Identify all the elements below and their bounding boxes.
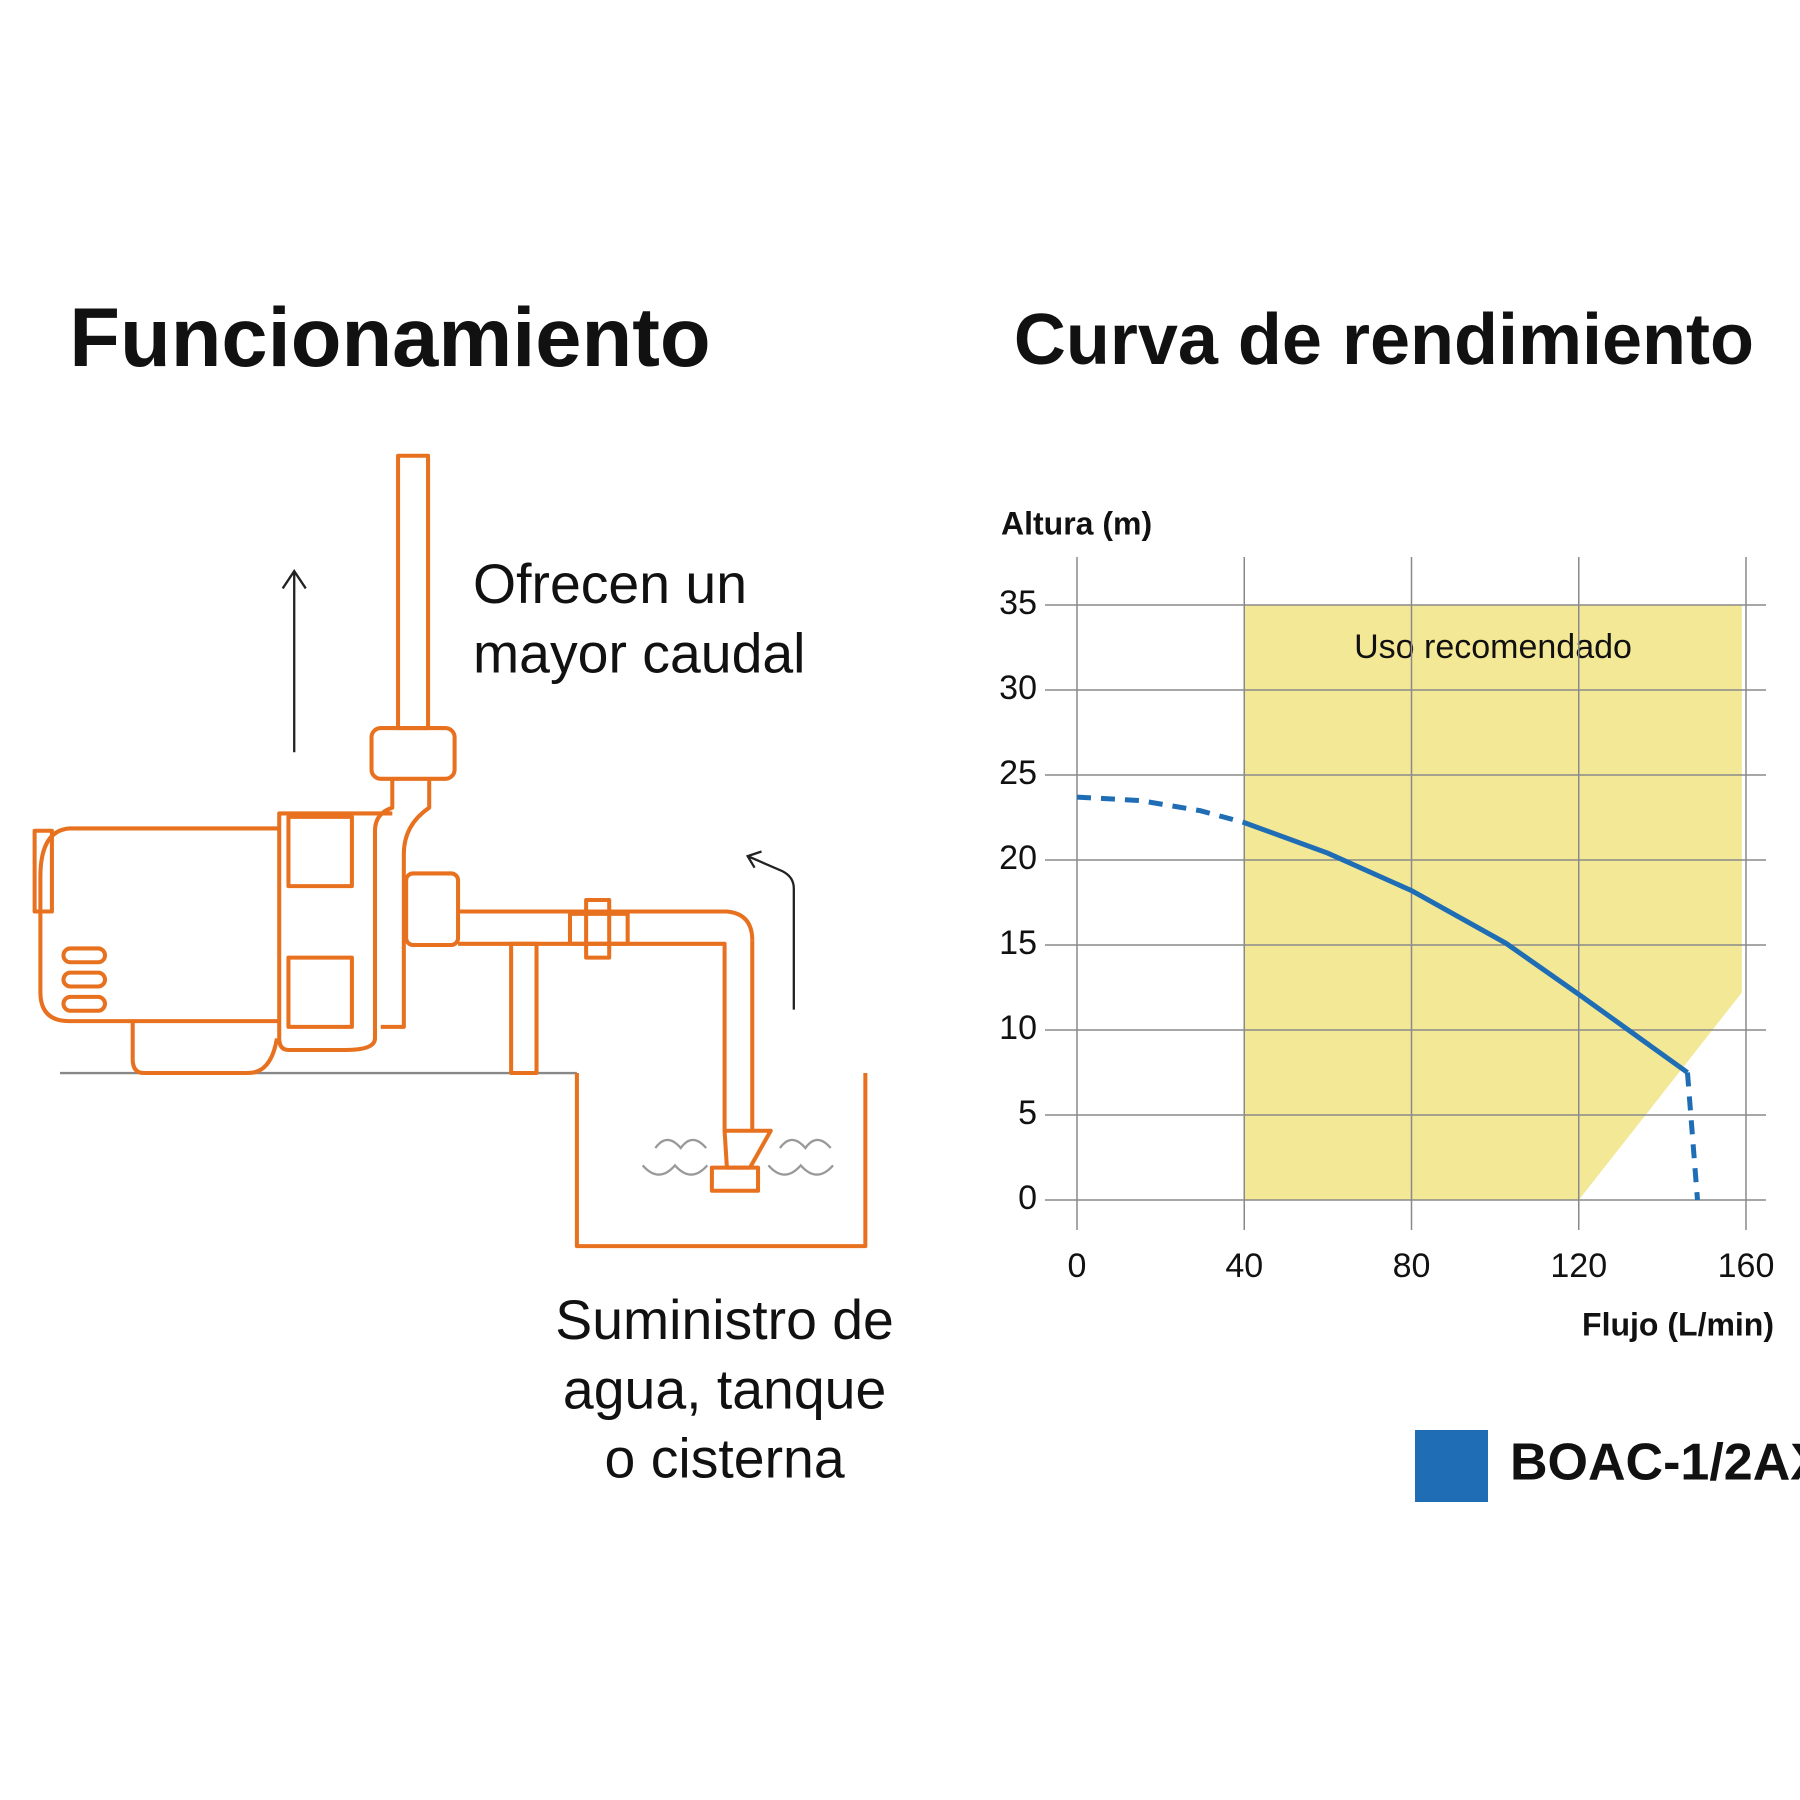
legend-swatch <box>1415 1430 1488 1502</box>
pump <box>32 453 868 1249</box>
y-tick-label: 15 <box>999 924 1037 962</box>
series-line <box>1684 1072 1700 1201</box>
x-tick-label: 40 <box>1225 1247 1263 1285</box>
supply-label: Suministro de <box>555 1289 894 1351</box>
x-axis-label: Flujo (L/min) <box>1582 1306 1774 1342</box>
y-tick-label: 0 <box>1018 1179 1037 1217</box>
output-label: Ofrecen un <box>473 553 747 615</box>
x-tick-label: 80 <box>1393 1247 1431 1285</box>
region-label: Uso recomendado <box>1354 628 1632 666</box>
chart-title: Curva de rendimiento <box>1014 300 1754 380</box>
x-tick-label: 120 <box>1550 1247 1607 1285</box>
y-tick-label: 35 <box>999 584 1037 622</box>
x-tick-label: 160 <box>1718 1247 1775 1285</box>
y-tick-label: 30 <box>999 669 1037 707</box>
diagram-title: Funcionamiento <box>69 291 710 384</box>
y-tick-label: 25 <box>999 754 1037 792</box>
output-label: mayor caudal <box>473 622 805 684</box>
y-tick-label: 5 <box>1018 1094 1037 1132</box>
pump-diagram: Funcionamiento <box>32 291 894 1490</box>
legend-label: BOAC-1/2AX <box>1510 1434 1800 1492</box>
recommended-region <box>1244 605 1742 1200</box>
x-tick-label: 0 <box>1068 1247 1087 1285</box>
supply-label: o cisterna <box>605 1428 845 1490</box>
y-tick-label: 20 <box>999 839 1037 877</box>
supply-label: agua, tanque <box>563 1358 886 1420</box>
series-line <box>1076 794 1245 826</box>
y-axis-label: Altura (m) <box>1001 505 1152 541</box>
water-waves <box>641 1138 834 1176</box>
y-tick-label: 10 <box>999 1009 1037 1047</box>
arrows <box>281 569 795 1010</box>
series-line <box>1243 820 1689 1075</box>
